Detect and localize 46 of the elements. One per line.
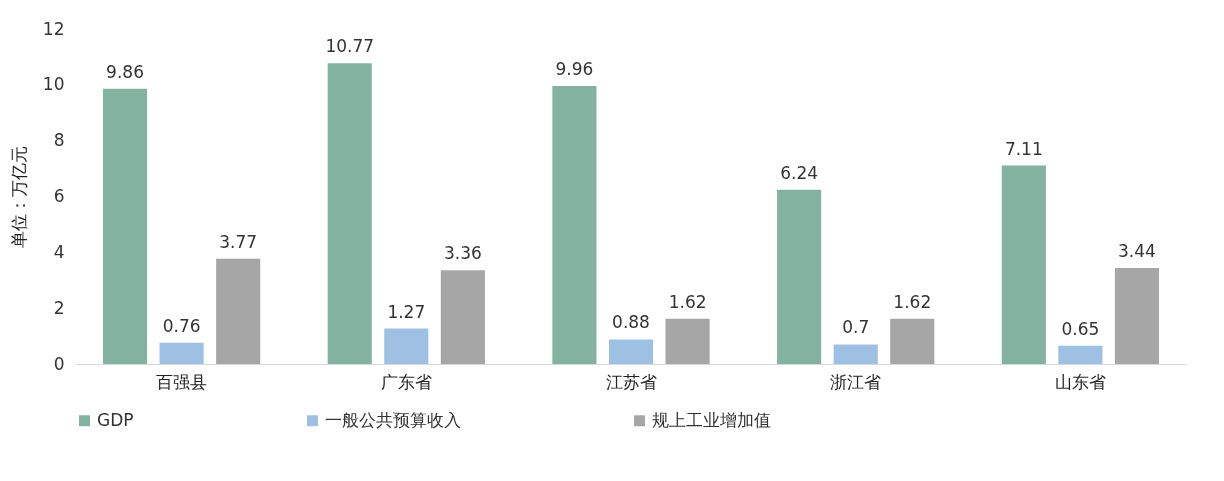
y-tick-label: 8 [53,130,65,151]
data-label: 9.96 [555,58,594,79]
legend-label: GDP [97,409,134,430]
data-label: 9.86 [106,61,144,82]
bar [159,342,204,364]
y-tick-label: 4 [53,241,65,262]
bar [440,270,485,364]
data-label: 1.27 [387,301,426,322]
bar [1058,345,1103,364]
data-label: 1.62 [668,291,707,312]
x-tick-label: 江苏省 [605,371,657,392]
data-label: 0.76 [162,315,201,336]
x-tick-label: 广东省 [380,371,432,392]
y-tick-label: 12 [42,18,65,39]
data-label: 0.88 [612,312,650,333]
y-tick-label: 2 [53,297,65,318]
bar [1114,267,1160,364]
data-label: 1.62 [893,291,932,312]
data-label: 10.77 [325,36,375,57]
data-label: 3.77 [219,231,258,252]
bar [608,339,654,364]
data-label: 0.65 [1061,318,1100,339]
data-label: 6.24 [780,162,819,183]
bar [777,189,822,364]
y-tick-label: 6 [53,186,65,206]
data-label: 0.7 [842,317,870,338]
bar [890,318,935,364]
bar [665,318,710,364]
y-tick-label: 0 [53,353,65,374]
bar [384,328,429,364]
data-label: 3.36 [443,243,482,264]
y-axis-title: 单位：万亿元 [8,146,29,248]
data-label: 7.11 [1004,138,1043,159]
bar [833,344,878,364]
x-tick-label: 浙江省 [830,371,882,392]
bar [1001,165,1046,364]
bar [102,88,148,364]
x-tick-label: 百强县 [156,371,208,392]
legend-label: 规上工业增加值 [652,409,771,430]
bar [552,85,597,364]
data-label: 3.44 [1118,240,1156,261]
y-tick-label: 10 [42,74,65,95]
bar [327,63,372,364]
bar [216,258,261,364]
legend-label: 一般公共预算收入 [325,409,461,430]
x-tick-label: 山东省 [1054,371,1106,392]
